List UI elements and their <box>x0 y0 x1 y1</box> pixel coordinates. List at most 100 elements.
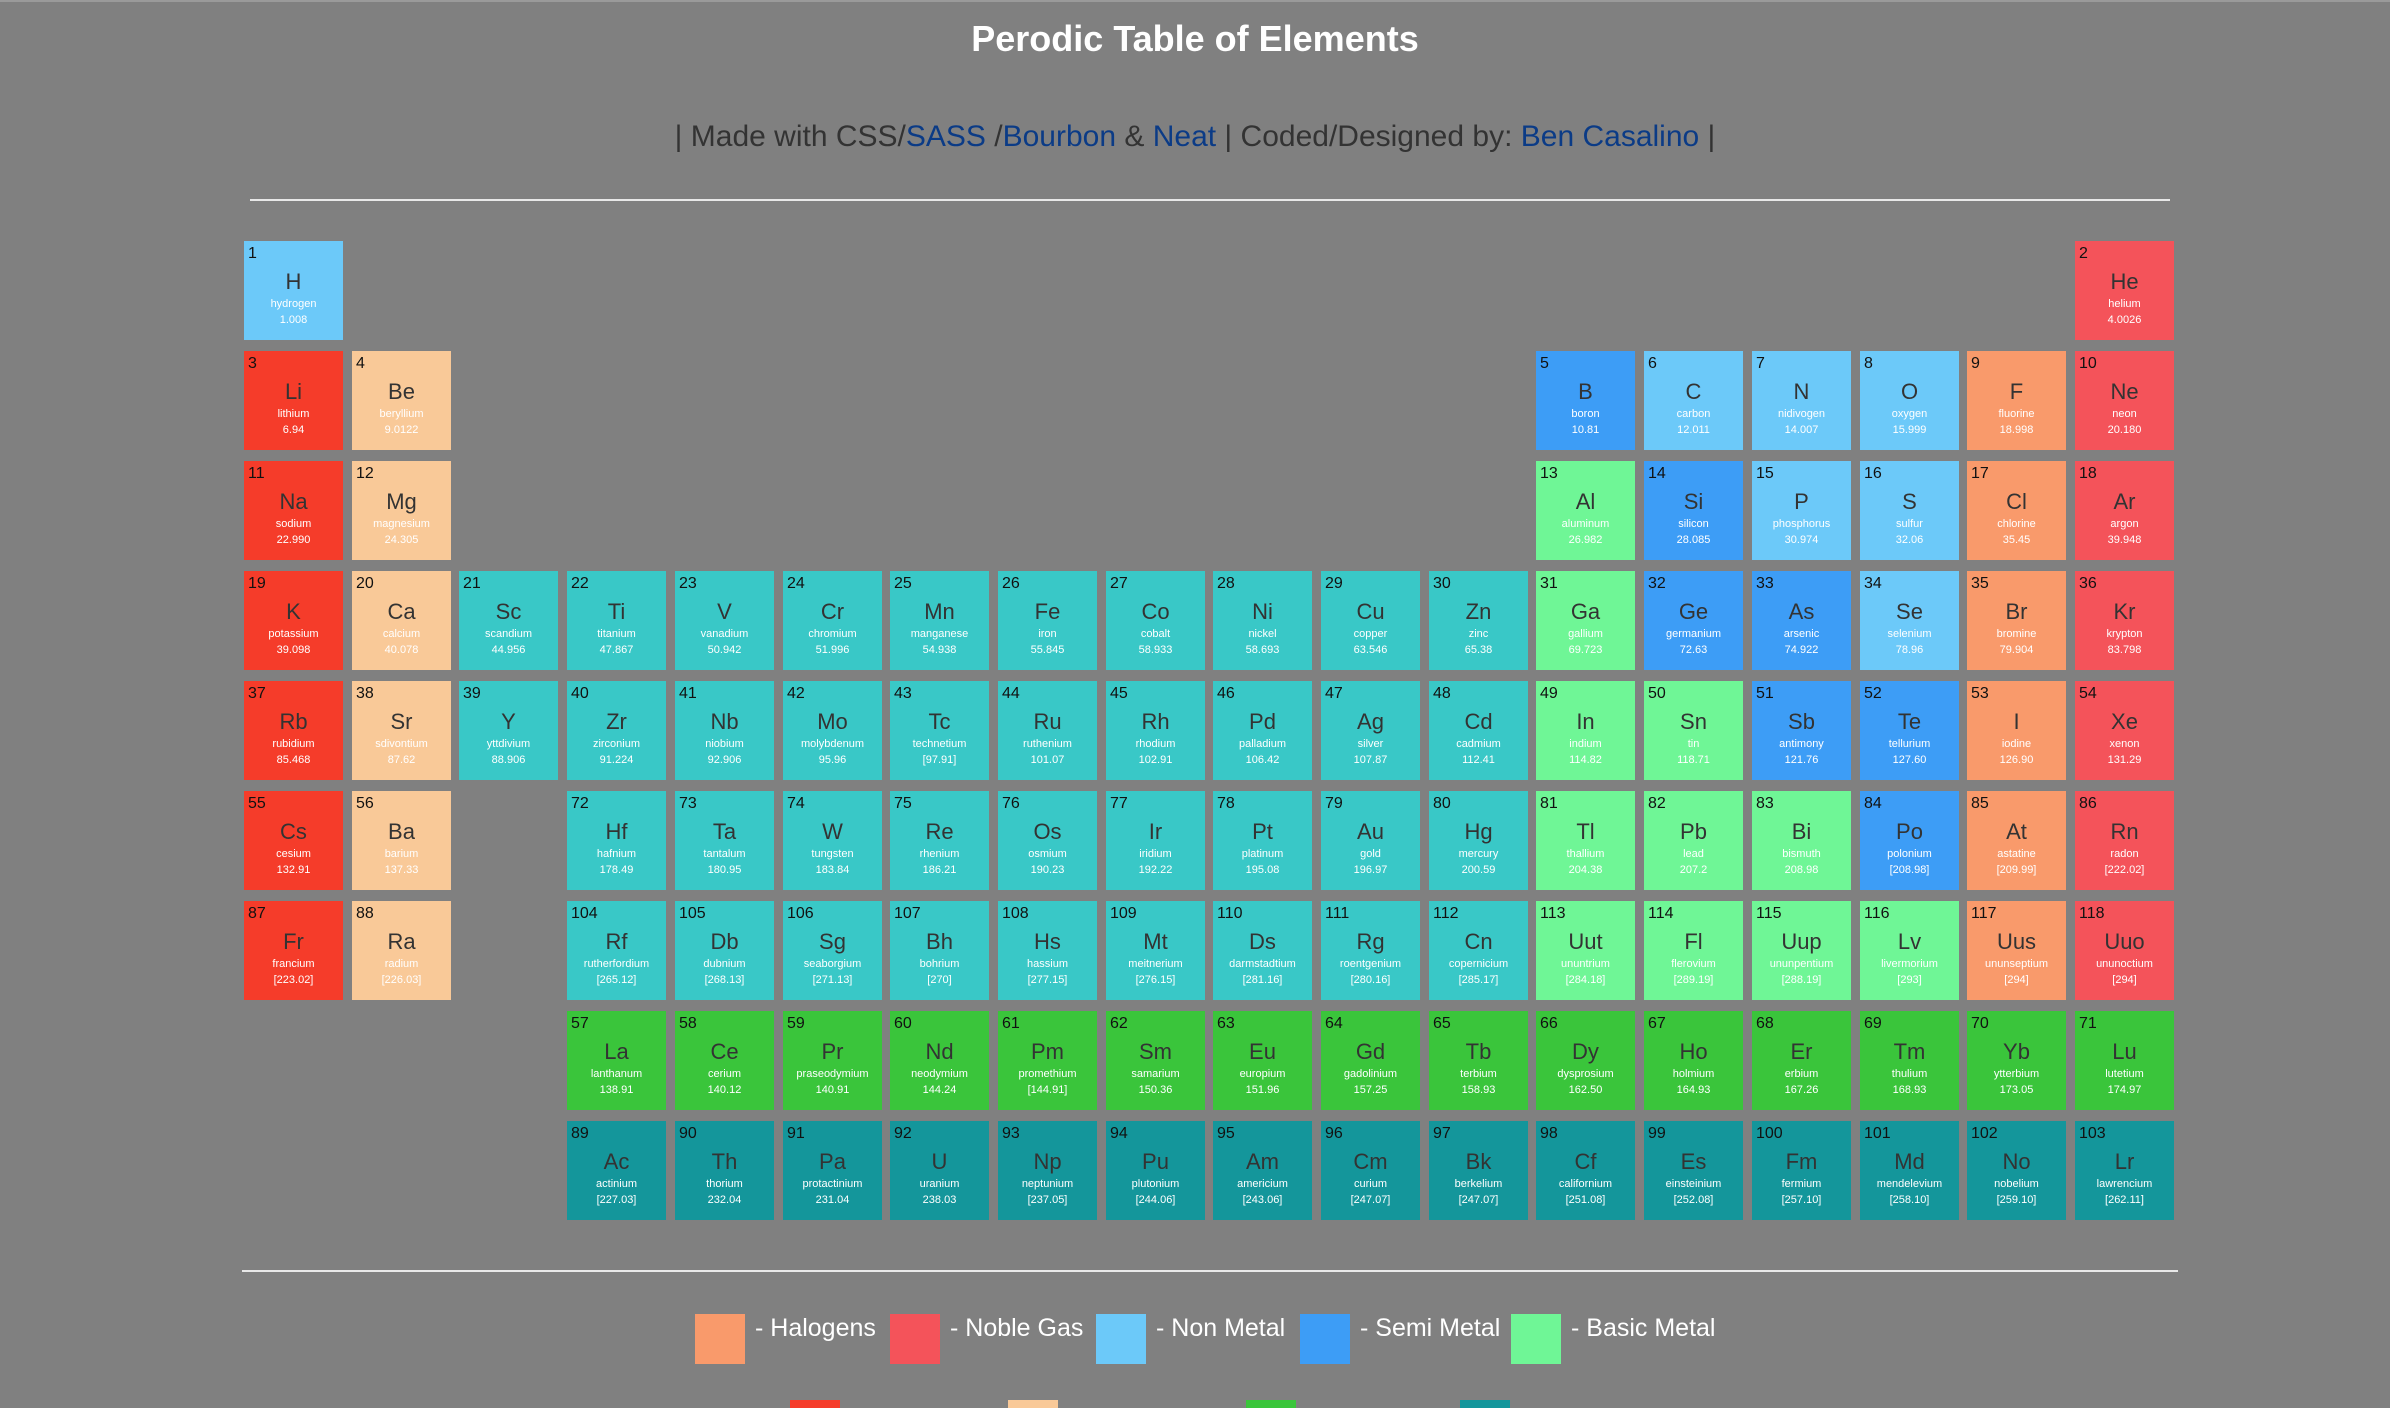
element-bi[interactable]: 83 Bi bismuth 208.98 <box>1752 791 1851 890</box>
element-li[interactable]: 3 Li lithium 6.94 <box>244 351 343 450</box>
element-lv[interactable]: 116 Lv livermorium [293] <box>1860 901 1959 1000</box>
element-cf[interactable]: 98 Cf californium [251.08] <box>1536 1121 1635 1220</box>
element-fe[interactable]: 26 Fe iron 55.845 <box>998 571 1097 670</box>
element-rg[interactable]: 111 Rg roentgenium [280.16] <box>1321 901 1420 1000</box>
element-be[interactable]: 4 Be beryllium 9.0122 <box>352 351 451 450</box>
element-rb[interactable]: 37 Rb rubidium 85.468 <box>244 681 343 780</box>
element-sm[interactable]: 62 Sm samarium 150.36 <box>1106 1011 1205 1110</box>
element-np[interactable]: 93 Np neptunium [237.05] <box>998 1121 1097 1220</box>
element-pu[interactable]: 94 Pu plutonium [244.06] <box>1106 1121 1205 1220</box>
element-bk[interactable]: 97 Bk berkelium [247.07] <box>1429 1121 1528 1220</box>
element-mo[interactable]: 42 Mo molybdenum 95.96 <box>783 681 882 780</box>
element-rh[interactable]: 45 Rh rhodium 102.91 <box>1106 681 1205 780</box>
element-cs[interactable]: 55 Cs cesium 132.91 <box>244 791 343 890</box>
element-lu[interactable]: 71 Lu lutetium 174.97 <box>2075 1011 2174 1110</box>
element-pt[interactable]: 78 Pt platinum 195.08 <box>1213 791 1312 890</box>
element-mn[interactable]: 25 Mn manganese 54.938 <box>890 571 989 670</box>
element-sn[interactable]: 50 Sn tin 118.71 <box>1644 681 1743 780</box>
element-uut[interactable]: 113 Uut ununtrium [284.18] <box>1536 901 1635 1000</box>
element-mg[interactable]: 12 Mg magnesium 24.305 <box>352 461 451 560</box>
element-te[interactable]: 52 Te tellurium 127.60 <box>1860 681 1959 780</box>
element-xe[interactable]: 54 Xe xenon 131.29 <box>2075 681 2174 780</box>
element-pm[interactable]: 61 Pm promethium [144.91] <box>998 1011 1097 1110</box>
element-sb[interactable]: 51 Sb antimony 121.76 <box>1752 681 1851 780</box>
element-at[interactable]: 85 At astatine [209.99] <box>1967 791 2066 890</box>
element-md[interactable]: 101 Md mendelevium [258.10] <box>1860 1121 1959 1220</box>
element-se[interactable]: 34 Se selenium 78.96 <box>1860 571 1959 670</box>
element-hs[interactable]: 108 Hs hassium [277.15] <box>998 901 1097 1000</box>
element-rf[interactable]: 104 Rf rutherfordium [265.12] <box>567 901 666 1000</box>
element-he[interactable]: 2 He helium 4.0026 <box>2075 241 2174 340</box>
element-cl[interactable]: 17 Cl chlorine 35.45 <box>1967 461 2066 560</box>
element-cr[interactable]: 24 Cr chromium 51.996 <box>783 571 882 670</box>
sass-link[interactable]: SASS <box>905 120 986 153</box>
element-fm[interactable]: 100 Fm fermium [257.10] <box>1752 1121 1851 1220</box>
element-uuo[interactable]: 118 Uuo ununoctium [294] <box>2075 901 2174 1000</box>
element-ta[interactable]: 73 Ta tantalum 180.95 <box>675 791 774 890</box>
element-ge[interactable]: 32 Ge germanium 72.63 <box>1644 571 1743 670</box>
element-gd[interactable]: 64 Gd gadolinium 157.25 <box>1321 1011 1420 1110</box>
element-os[interactable]: 76 Os osmium 190.23 <box>998 791 1097 890</box>
element-ar[interactable]: 18 Ar argon 39.948 <box>2075 461 2174 560</box>
element-tl[interactable]: 81 Tl thallium 204.38 <box>1536 791 1635 890</box>
element-pd[interactable]: 46 Pd palladium 106.42 <box>1213 681 1312 780</box>
element-uup[interactable]: 115 Uup ununpentium [288.19] <box>1752 901 1851 1000</box>
element-sg[interactable]: 106 Sg seaborgium [271.13] <box>783 901 882 1000</box>
element-ir[interactable]: 77 Ir iridium 192.22 <box>1106 791 1205 890</box>
element-ti[interactable]: 22 Ti titanium 47.867 <box>567 571 666 670</box>
element-lr[interactable]: 103 Lr lawrencium [262.11] <box>2075 1121 2174 1220</box>
element-cd[interactable]: 48 Cd cadmium 112.41 <box>1429 681 1528 780</box>
element-in[interactable]: 49 In indium 114.82 <box>1536 681 1635 780</box>
element-sc[interactable]: 21 Sc scandium 44.956 <box>459 571 558 670</box>
element-ce[interactable]: 58 Ce cerium 140.12 <box>675 1011 774 1110</box>
element-ru[interactable]: 44 Ru ruthenium 101.07 <box>998 681 1097 780</box>
element-no[interactable]: 102 No nobelium [259.10] <box>1967 1121 2066 1220</box>
element-nb[interactable]: 41 Nb niobium 92.906 <box>675 681 774 780</box>
element-po[interactable]: 84 Po polonium [208.98] <box>1860 791 1959 890</box>
author-link[interactable]: Ben Casalino <box>1520 120 1700 153</box>
element-na[interactable]: 11 Na sodium 22.990 <box>244 461 343 560</box>
element-ac[interactable]: 89 Ac actinium [227.03] <box>567 1121 666 1220</box>
element-au[interactable]: 79 Au gold 196.97 <box>1321 791 1420 890</box>
neat-link[interactable]: Neat <box>1152 120 1217 153</box>
element-ds[interactable]: 110 Ds darmstadtium [281.16] <box>1213 901 1312 1000</box>
element-ga[interactable]: 31 Ga gallium 69.723 <box>1536 571 1635 670</box>
element-uus[interactable]: 117 Uus ununseptium [294] <box>1967 901 2066 1000</box>
element-si[interactable]: 14 Si silicon 28.085 <box>1644 461 1743 560</box>
element-co[interactable]: 27 Co cobalt 58.933 <box>1106 571 1205 670</box>
element-ho[interactable]: 67 Ho holmium 164.93 <box>1644 1011 1743 1110</box>
element-ni[interactable]: 28 Ni nickel 58.693 <box>1213 571 1312 670</box>
element-sr[interactable]: 38 Sr sdivontium 87.62 <box>352 681 451 780</box>
element-yb[interactable]: 70 Yb ytterbium 173.05 <box>1967 1011 2066 1110</box>
element-fr[interactable]: 87 Fr francium [223.02] <box>244 901 343 1000</box>
element-nd[interactable]: 60 Nd neodymium 144.24 <box>890 1011 989 1110</box>
element-eu[interactable]: 63 Eu europium 151.96 <box>1213 1011 1312 1110</box>
element-pr[interactable]: 59 Pr praseodymium 140.91 <box>783 1011 882 1110</box>
element-dy[interactable]: 66 Dy dysprosium 162.50 <box>1536 1011 1635 1110</box>
element-hg[interactable]: 80 Hg mercury 200.59 <box>1429 791 1528 890</box>
element-db[interactable]: 105 Db dubnium [268.13] <box>675 901 774 1000</box>
element-al[interactable]: 13 Al aluminum 26.982 <box>1536 461 1635 560</box>
element-ne[interactable]: 10 Ne neon 20.180 <box>2075 351 2174 450</box>
element-fl[interactable]: 114 Fl flerovium [289.19] <box>1644 901 1743 1000</box>
element-tm[interactable]: 69 Tm thulium 168.93 <box>1860 1011 1959 1110</box>
element-as[interactable]: 33 As arsenic 74.922 <box>1752 571 1851 670</box>
element-kr[interactable]: 36 Kr krypton 83.798 <box>2075 571 2174 670</box>
element-ba[interactable]: 56 Ba barium 137.33 <box>352 791 451 890</box>
element-cm[interactable]: 96 Cm curium [247.07] <box>1321 1121 1420 1220</box>
element-tb[interactable]: 65 Tb terbium 158.93 <box>1429 1011 1528 1110</box>
element-ra[interactable]: 88 Ra radium [226.03] <box>352 901 451 1000</box>
element-zr[interactable]: 40 Zr zirconium 91.224 <box>567 681 666 780</box>
element-re[interactable]: 75 Re rhenium 186.21 <box>890 791 989 890</box>
element-rn[interactable]: 86 Rn radon [222.02] <box>2075 791 2174 890</box>
element-mt[interactable]: 109 Mt meitnerium [276.15] <box>1106 901 1205 1000</box>
